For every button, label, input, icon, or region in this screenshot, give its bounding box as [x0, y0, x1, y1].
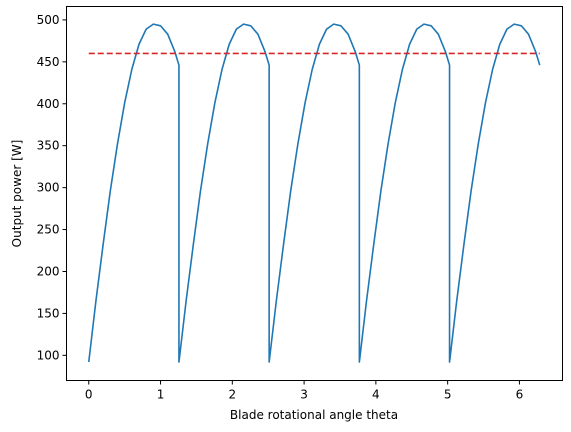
y-tick-label: 400: [37, 97, 60, 111]
y-tick-label: 450: [37, 55, 60, 69]
power-series-line: [87, 23, 541, 363]
y-tick-label: 500: [37, 13, 60, 27]
x-tick-label: 0: [85, 388, 93, 402]
x-tick-label: 6: [516, 388, 524, 402]
y-tick-label: 100: [37, 348, 60, 362]
x-tick-label: 4: [372, 388, 380, 402]
x-tick-label: 3: [300, 388, 308, 402]
x-ticks: 0 1 2 3 4 5 6: [85, 380, 524, 402]
plot-frame: [66, 6, 563, 381]
x-axis-label: Blade rotational angle theta: [230, 408, 398, 422]
y-tick-label: 200: [37, 264, 60, 278]
y-tick-label: 350: [37, 139, 60, 153]
y-axis-label: Output power [W]: [10, 140, 24, 248]
plot-lines: [87, 23, 541, 363]
y-tick-label: 300: [37, 181, 60, 195]
y-tick-label: 150: [37, 306, 60, 320]
y-ticks: 100 150 200 250 300 350 400 450 500: [37, 13, 67, 362]
y-tick-label: 250: [37, 223, 60, 237]
x-tick-label: 2: [228, 388, 236, 402]
x-tick-label: 1: [157, 388, 165, 402]
x-tick-label: 5: [444, 388, 452, 402]
